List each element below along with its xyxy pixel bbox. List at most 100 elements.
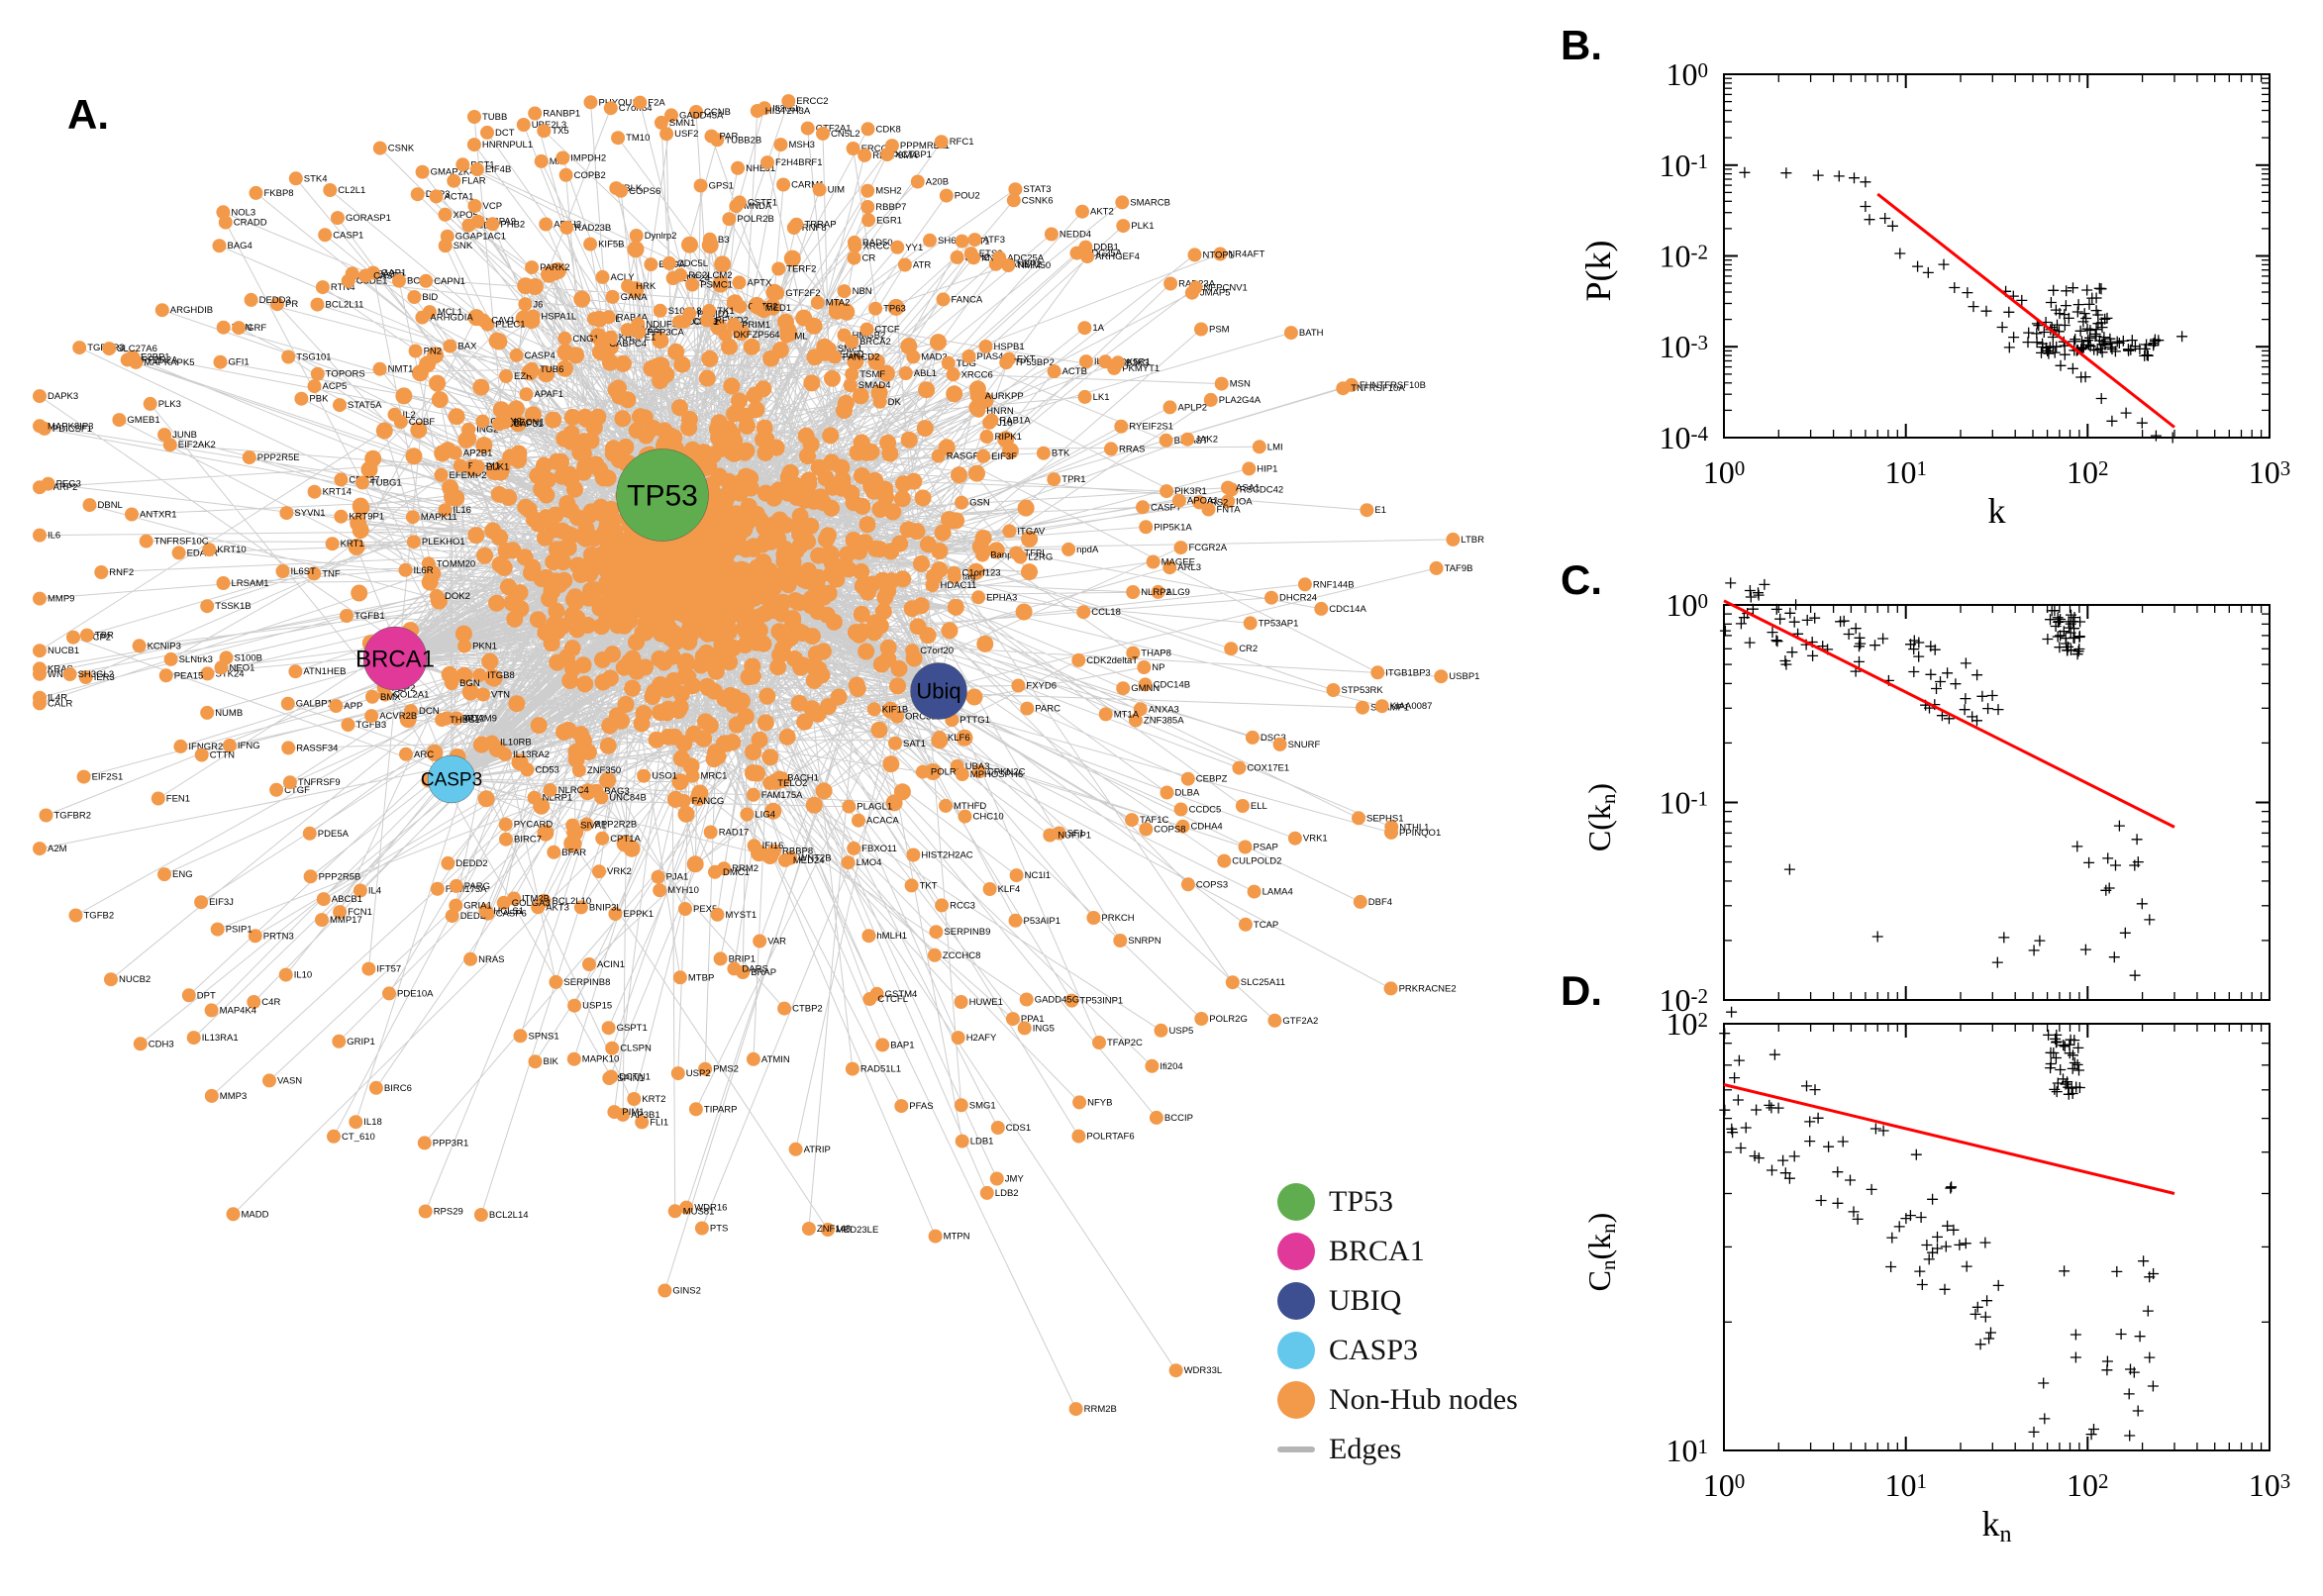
svg-text:ACP5: ACP5 — [323, 381, 348, 392]
svg-text:H2AFY: H2AFY — [966, 1033, 997, 1044]
svg-text:PFAS: PFAS — [909, 1101, 933, 1112]
svg-text:WDR33L: WDR33L — [1184, 1365, 1223, 1376]
svg-text:BFAR: BFAR — [561, 848, 586, 858]
svg-text:IL10: IL10 — [294, 970, 313, 981]
svg-text:NTOP1: NTOP1 — [1203, 249, 1235, 260]
svg-text:PSIP1: PSIP1 — [226, 925, 252, 936]
svg-text:MMP9: MMP9 — [48, 594, 74, 605]
svg-text:CDC14A: CDC14A — [1329, 604, 1366, 615]
svg-text:100: 100 — [1666, 56, 1709, 92]
svg-text:RBBP8: RBBP8 — [782, 847, 813, 857]
svg-text:LIG4: LIG4 — [755, 810, 775, 821]
svg-text:PPP3R1: PPP3R1 — [433, 1138, 468, 1148]
svg-text:PRIM1: PRIM1 — [742, 320, 770, 331]
svg-text:USO1: USO1 — [652, 771, 677, 782]
svg-text:NMT1: NMT1 — [388, 364, 414, 375]
svg-text:ARHGDIA: ARHGDIA — [430, 313, 473, 324]
svg-text:IFT57: IFT57 — [376, 964, 401, 975]
svg-text:IL13RA1: IL13RA1 — [202, 1033, 239, 1044]
svg-text:RAD51L1: RAD51L1 — [860, 1064, 901, 1075]
svg-text:RPS29: RPS29 — [434, 1207, 463, 1218]
svg-text:ARHGEF4: ARHGEF4 — [1095, 251, 1140, 262]
svg-text:NLRC4: NLRC4 — [558, 785, 589, 796]
svg-text:BAX: BAX — [457, 342, 477, 352]
svg-text:ZNF148: ZNF148 — [817, 1224, 851, 1235]
svg-text:PARK2: PARK2 — [540, 262, 569, 273]
svg-text:B3K3: B3K3 — [1126, 357, 1149, 368]
svg-text:TNFRSF10A: TNFRSF10A — [1351, 383, 1405, 394]
svg-text:LTBR: LTBR — [1461, 535, 1484, 546]
svg-text:ABCB1: ABCB1 — [332, 894, 362, 905]
svg-text:RFC1: RFC1 — [950, 137, 974, 148]
svg-text:10-4: 10-4 — [1660, 420, 1709, 455]
svg-text:Ifi204: Ifi204 — [1160, 1061, 1182, 1072]
svg-text:CCL18: CCL18 — [1091, 607, 1121, 618]
svg-text:SYVN1: SYVN1 — [294, 508, 325, 519]
svg-text:MYST1: MYST1 — [726, 910, 758, 921]
svg-text:MTBP: MTBP — [688, 972, 714, 983]
svg-text:HRK: HRK — [636, 281, 656, 292]
svg-text:10-1: 10-1 — [1660, 785, 1709, 821]
svg-text:ITGB1BP3: ITGB1BP3 — [1385, 667, 1430, 678]
svg-text:JMY: JMY — [1005, 1174, 1025, 1185]
svg-text:BRCA2: BRCA2 — [859, 337, 891, 348]
svg-text:FXYD6: FXYD6 — [1026, 681, 1057, 692]
svg-text:PLK3: PLK3 — [158, 399, 181, 410]
svg-text:DK: DK — [888, 397, 902, 408]
svg-text:IL4R: IL4R — [48, 693, 67, 704]
svg-text:MT1A: MT1A — [1114, 709, 1140, 720]
svg-text:AKT2: AKT2 — [1090, 207, 1114, 218]
svg-text:SIVA1: SIVA1 — [580, 821, 606, 832]
svg-text:FCGR2A: FCGR2A — [1189, 543, 1228, 553]
svg-text:RRAS: RRAS — [1119, 444, 1145, 454]
svg-text:POU2: POU2 — [955, 191, 980, 202]
svg-text:FNTA: FNTA — [1217, 505, 1242, 516]
svg-text:DEDD3: DEDD3 — [259, 295, 291, 306]
svg-text:HUWE1: HUWE1 — [969, 997, 1003, 1008]
svg-text:GANA: GANA — [621, 292, 649, 303]
svg-text:C(kn): C(kn) — [1581, 783, 1620, 851]
svg-text:CASP1: CASP1 — [333, 230, 363, 241]
svg-text:SEPHS1: SEPHS1 — [1366, 813, 1404, 824]
svg-text:SMG1: SMG1 — [969, 1100, 996, 1111]
svg-text:10-1: 10-1 — [1660, 148, 1709, 183]
svg-text:100: 100 — [1666, 587, 1709, 623]
svg-text:COPS6: COPS6 — [629, 186, 660, 197]
svg-text:PEA15: PEA15 — [174, 670, 204, 681]
svg-text:SLC25A11: SLC25A11 — [1241, 977, 1285, 988]
svg-text:IFNG: IFNG — [238, 741, 260, 751]
svg-text:PJA1: PJA1 — [666, 872, 689, 883]
svg-text:VCP: VCP — [483, 201, 503, 212]
svg-text:HIP1: HIP1 — [1257, 463, 1277, 474]
svg-text:MED24: MED24 — [793, 855, 825, 866]
svg-text:CCDC5: CCDC5 — [1189, 805, 1222, 816]
svg-text:GSN: GSN — [969, 498, 990, 509]
svg-text:DLBA: DLBA — [1175, 788, 1200, 799]
svg-text:TP53INP1: TP53INP1 — [1079, 996, 1123, 1007]
svg-text:ANTXR1: ANTXR1 — [140, 510, 176, 521]
svg-text:RANBP1: RANBP1 — [543, 109, 580, 120]
svg-text:ATR: ATR — [913, 260, 931, 271]
svg-text:THBS1: THBS1 — [450, 715, 480, 726]
svg-text:BMX: BMX — [380, 692, 401, 703]
svg-text:ACTA1: ACTA1 — [445, 191, 474, 202]
svg-text:GINS2: GINS2 — [672, 1286, 701, 1297]
svg-text:MTPN: MTPN — [944, 1232, 970, 1243]
svg-text:TKT: TKT — [920, 880, 938, 891]
svg-text:ML: ML — [794, 332, 807, 343]
svg-text:SPNS1: SPNS1 — [529, 1031, 559, 1042]
svg-text:SH3GL2: SH3GL2 — [78, 669, 114, 680]
svg-text:SH6: SH6 — [938, 236, 956, 247]
svg-text:TUB6: TUB6 — [540, 364, 563, 375]
svg-text:FLAR: FLAR — [461, 176, 485, 187]
svg-text:MAPK8IP3: MAPK8IP3 — [48, 421, 93, 432]
svg-text:NEO1: NEO1 — [230, 662, 255, 673]
svg-text:DOK2: DOK2 — [445, 591, 470, 602]
svg-text:ZCCHC8: ZCCHC8 — [943, 950, 981, 961]
svg-text:FKBP8: FKBP8 — [264, 188, 294, 199]
svg-text:COX17E1: COX17E1 — [1247, 763, 1289, 774]
svg-text:IL6R: IL6R — [414, 565, 434, 576]
svg-text:GFI1: GFI1 — [229, 357, 250, 368]
svg-text:TNFRSF9: TNFRSF9 — [298, 777, 341, 788]
svg-text:ATF3: ATF3 — [983, 235, 1006, 246]
